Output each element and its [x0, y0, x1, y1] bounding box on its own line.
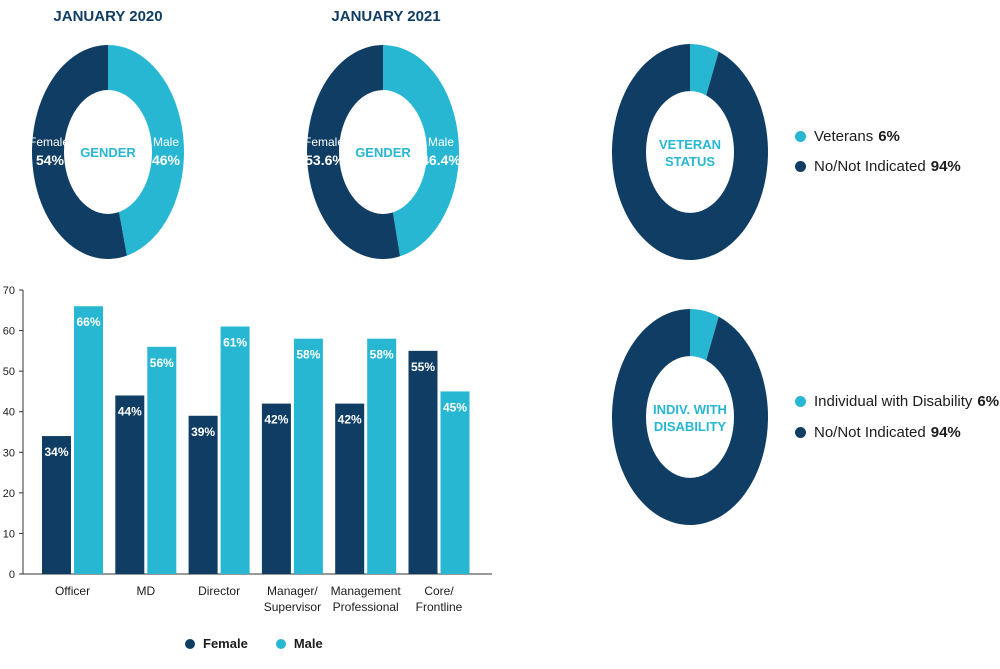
- x-tick-label: Professional: [333, 600, 399, 614]
- donut-disability: [612, 309, 769, 525]
- donut-hole: [646, 91, 734, 213]
- gender-donut-2: [307, 45, 460, 259]
- bar-female: [261, 403, 291, 574]
- legend-not-disability: No/Not Indicated 94%: [795, 424, 961, 441]
- donut-center-label: GENDER: [80, 145, 136, 160]
- bar-value-label: 56%: [150, 356, 174, 370]
- y-tick-label: 70: [3, 285, 15, 297]
- bar-female: [188, 415, 218, 574]
- legend-value: 6%: [977, 393, 1000, 410]
- y-tick-label: 40: [3, 407, 15, 419]
- legend-veterans: Veterans 6%: [795, 128, 900, 145]
- legend-value: 94%: [930, 158, 961, 175]
- x-tick-label: Manager/: [267, 584, 318, 598]
- bar-value-label: 39%: [191, 425, 215, 439]
- bar-female: [335, 403, 365, 574]
- donut-hole: [64, 90, 152, 214]
- bar-male: [440, 391, 470, 574]
- donut-center-label: VETERAN: [659, 137, 721, 152]
- legend-label: Veterans: [814, 128, 874, 145]
- legend-swatch-female: [185, 638, 195, 649]
- donut-hole: [339, 90, 427, 214]
- bar-value-label: 61%: [223, 336, 247, 350]
- slice-value-male: 46%: [152, 152, 181, 168]
- bar-female: [408, 350, 438, 574]
- bar-value-label: 44%: [118, 404, 142, 418]
- bar-value-label: 45%: [443, 400, 467, 414]
- x-tick-label: Frontline: [416, 600, 463, 614]
- legend-item-female: Female: [185, 636, 248, 651]
- legend-disability: Individual with Disability 6%: [795, 393, 999, 410]
- legend-value: 6%: [878, 128, 900, 145]
- bar-male: [293, 338, 323, 574]
- legend-swatch-not-indicated: [795, 161, 806, 172]
- slice-name-male: Male: [153, 135, 179, 149]
- chart-title: JANUARY 2020: [53, 8, 162, 25]
- x-tick-label: Director: [198, 584, 240, 598]
- donut-veteran-status: [612, 44, 769, 260]
- slice-value-male: 46.4%: [421, 152, 461, 168]
- x-tick-label: Supervisor: [264, 600, 321, 614]
- legend-label: Individual with Disability: [814, 393, 973, 410]
- bar-male: [367, 338, 397, 574]
- bar-value-label: 58%: [296, 348, 320, 362]
- bar-female: [42, 436, 71, 574]
- donut-center-label: DISABILITY: [654, 419, 727, 434]
- x-tick-label: Core/: [424, 584, 454, 598]
- y-tick-label: 0: [9, 569, 15, 581]
- chart-title: JANUARY 2021: [331, 8, 440, 25]
- legend-swatch-veterans: [795, 131, 806, 142]
- legend-not-veterans: No/Not Indicated 94%: [795, 158, 961, 175]
- slice-value-female: 53.6%: [305, 152, 345, 168]
- bar-value-label: 66%: [76, 315, 100, 329]
- legend-label: Male: [293, 636, 323, 651]
- legend-item-male: Male: [275, 636, 323, 651]
- donut-center-label: INDIV. WITH: [653, 402, 727, 417]
- bar-value-label: 34%: [44, 445, 68, 459]
- y-tick-label: 30: [3, 447, 15, 459]
- slice-name-male: Male: [428, 135, 454, 149]
- bar-value-label: 42%: [264, 413, 288, 427]
- bar-male: [147, 346, 177, 574]
- donut-center-label: GENDER: [355, 145, 411, 160]
- y-tick-label: 20: [3, 488, 15, 500]
- slice-value-female: 54%: [36, 152, 65, 168]
- legend-value: 94%: [930, 424, 961, 441]
- slice-name-female: Female: [304, 135, 344, 149]
- legend-swatch-disability: [795, 396, 806, 407]
- donut-center-label: STATUS: [665, 154, 715, 169]
- bar-female: [115, 395, 145, 574]
- bar-value-label: 55%: [411, 360, 435, 374]
- legend-label: No/Not Indicated: [814, 158, 926, 175]
- bar-value-label: 58%: [370, 348, 394, 362]
- legend-swatch-male: [275, 638, 286, 649]
- bar-male: [220, 326, 250, 574]
- bar-male: [74, 306, 103, 574]
- y-tick-label: 60: [3, 326, 15, 338]
- y-tick-label: 50: [3, 366, 15, 378]
- bar-value-label: 42%: [338, 413, 362, 427]
- bar-chart-legend: Female Male: [185, 636, 351, 651]
- legend-label: No/Not Indicated: [814, 424, 926, 441]
- y-tick-label: 10: [3, 528, 15, 540]
- x-tick-label: Management: [331, 584, 402, 598]
- legend-label: Female: [203, 636, 248, 651]
- x-tick-label: Officer: [55, 584, 90, 598]
- legend-swatch-not-indicated: [795, 427, 806, 438]
- slice-name-female: Female: [29, 135, 69, 149]
- gender-donut-1: [31, 45, 184, 260]
- donut-hole: [646, 356, 734, 478]
- bar-chart: 0 10 20 30 40 50 60 70 34% 66% Officer 44% 56% MD 39% 6…: [3, 285, 492, 614]
- x-tick-label: MD: [136, 584, 155, 598]
